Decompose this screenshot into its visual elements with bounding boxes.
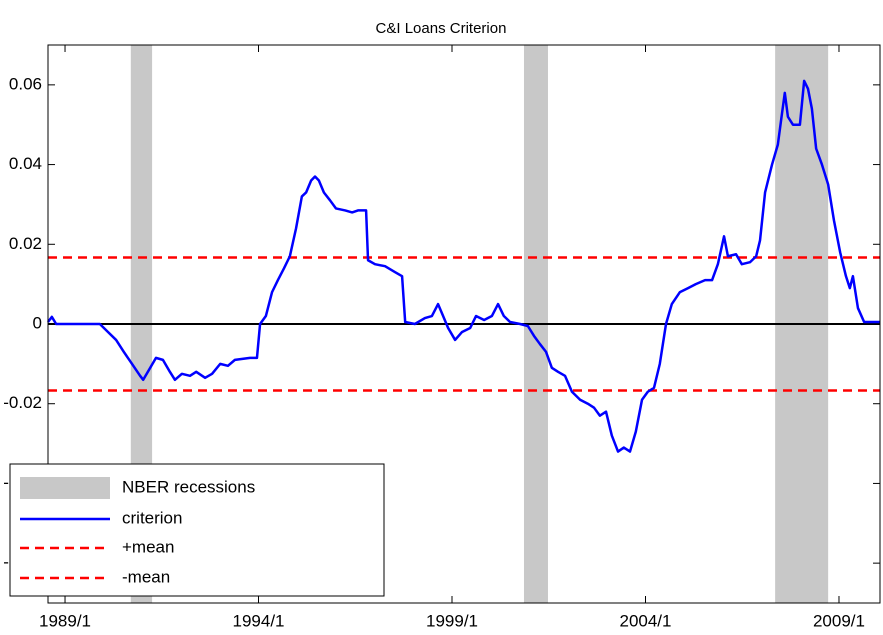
y-tick-label: 0.06 (9, 74, 42, 93)
legend-swatch (20, 477, 110, 499)
legend: NBER recessions criterion +mean -mean (9, 463, 385, 597)
x-tick-label: 1989/1 (39, 611, 91, 630)
y-tick-label: 0.02 (9, 234, 42, 253)
x-tick-label: 2004/1 (619, 611, 671, 630)
y-tick-label: 0.04 (9, 154, 42, 173)
legend-label: +mean (122, 537, 174, 556)
legend-label: NBER recessions (122, 477, 255, 496)
legend-box (9, 463, 385, 597)
legend-label: criterion (122, 508, 182, 527)
x-tick-label: 2009/1 (813, 611, 865, 630)
x-tick-label: 1994/1 (233, 611, 285, 630)
chart-title: C&I Loans Criterion (376, 20, 507, 37)
y-tick-label: 0 (33, 313, 42, 332)
criterion-line (46, 79, 880, 453)
legend-label: -mean (122, 567, 170, 586)
x-tick-label: 1999/1 (426, 611, 478, 630)
y-tick-label: -0.02 (3, 393, 42, 412)
